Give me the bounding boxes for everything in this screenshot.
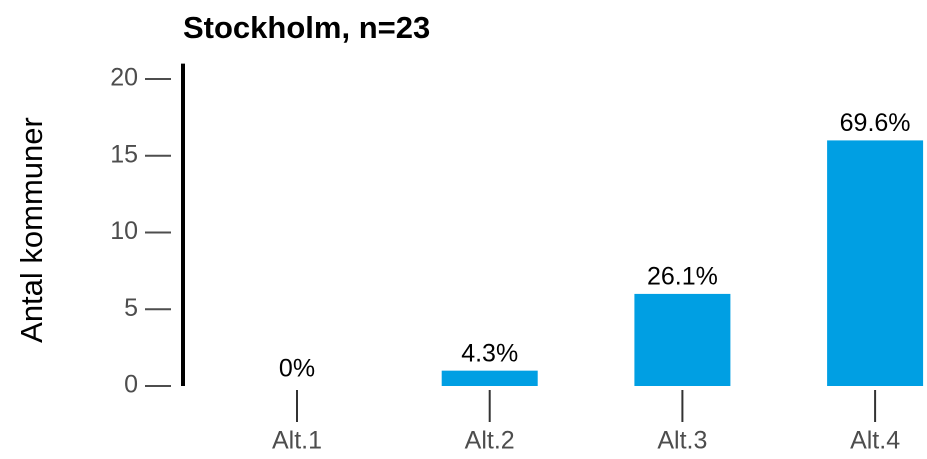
y-tick-label: 20 bbox=[110, 64, 138, 92]
chart-title: Stockholm, n=23 bbox=[183, 10, 430, 45]
y-axis-label: Antal kommuner bbox=[14, 117, 49, 343]
x-tick-label: Alt.3 bbox=[657, 427, 707, 455]
value-label: 69.6% bbox=[840, 109, 911, 137]
bar bbox=[827, 140, 924, 386]
bar bbox=[634, 293, 731, 386]
x-tick-label: Alt.4 bbox=[850, 427, 900, 455]
y-tick-label: 15 bbox=[110, 140, 138, 168]
y-tick-label: 10 bbox=[110, 217, 138, 245]
value-label: 26.1% bbox=[647, 263, 718, 291]
y-tick-label: 0 bbox=[124, 371, 138, 399]
y-tick-label: 5 bbox=[124, 294, 138, 322]
value-label: 4.3% bbox=[461, 339, 518, 367]
x-tick-label: Alt.1 bbox=[272, 427, 322, 455]
bar bbox=[441, 370, 538, 386]
x-tick-label: Alt.2 bbox=[465, 427, 515, 455]
value-label: 0% bbox=[279, 355, 315, 383]
